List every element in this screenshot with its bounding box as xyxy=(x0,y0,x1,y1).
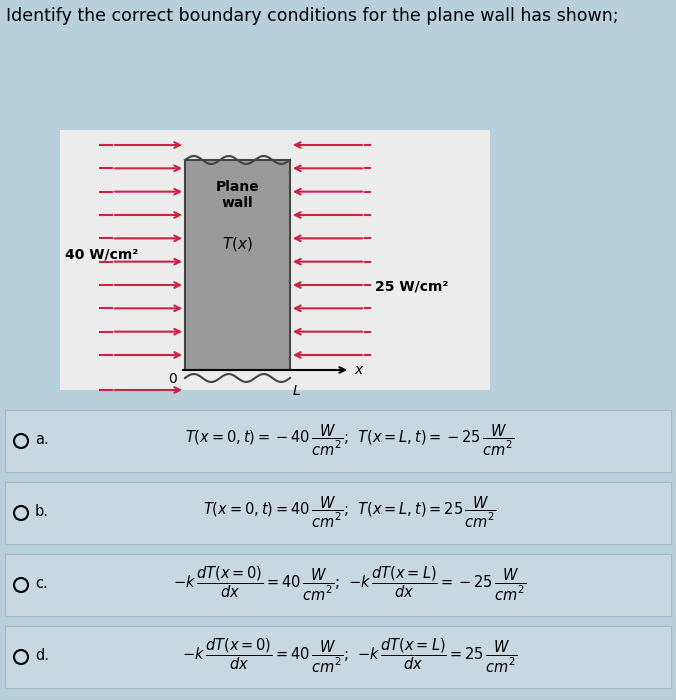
Text: 40 W/cm²: 40 W/cm² xyxy=(65,248,139,262)
Text: b.: b. xyxy=(35,505,49,519)
Text: $x$: $x$ xyxy=(354,363,364,377)
Text: Identify the correct boundary conditions for the plane wall has shown;: Identify the correct boundary conditions… xyxy=(6,7,619,25)
Text: a.: a. xyxy=(35,433,49,447)
Bar xyxy=(5,482,671,544)
Text: 0: 0 xyxy=(168,372,177,386)
Text: Plane
wall: Plane wall xyxy=(216,180,260,210)
Bar xyxy=(5,410,671,472)
Text: $T(x)$: $T(x)$ xyxy=(222,235,253,253)
Text: $-k\,\dfrac{dT(x{=}0)}{dx} = 40\,\dfrac{W}{cm^2}$;  $-k\,\dfrac{dT(x{=}L)}{dx} =: $-k\,\dfrac{dT(x{=}0)}{dx} = 40\,\dfrac{… xyxy=(182,637,518,675)
Text: $-k\,\dfrac{dT(x{=}0)}{dx} = 40\,\dfrac{W}{cm^2}$;  $-k\,\dfrac{dT(x{=}L)}{dx} =: $-k\,\dfrac{dT(x{=}0)}{dx} = 40\,\dfrac{… xyxy=(173,565,527,603)
Text: 25 W/cm²: 25 W/cm² xyxy=(375,279,448,293)
Text: $T(x = 0, t) = 40\,\dfrac{W}{cm^2}$;  $T(x = L, t) = 25\,\dfrac{W}{cm^2}$: $T(x = 0, t) = 40\,\dfrac{W}{cm^2}$; $T(… xyxy=(203,494,497,530)
Bar xyxy=(185,160,290,370)
Bar xyxy=(60,130,490,390)
Text: $T(x = 0, t) = -40\,\dfrac{W}{cm^2}$;  $T(x = L, t) = -25\,\dfrac{W}{cm^2}$: $T(x = 0, t) = -40\,\dfrac{W}{cm^2}$; $T… xyxy=(185,422,515,458)
Text: $L$: $L$ xyxy=(292,384,301,398)
Text: d.: d. xyxy=(35,648,49,664)
Bar xyxy=(5,626,671,688)
Text: c.: c. xyxy=(35,577,48,592)
Bar xyxy=(5,554,671,616)
